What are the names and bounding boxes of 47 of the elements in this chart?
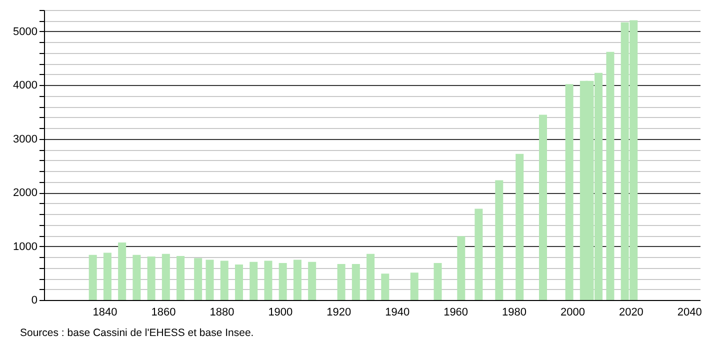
bar [264, 260, 272, 300]
source-note: Sources : base Cassini de l'EHESS et base Insee. [20, 327, 255, 339]
y-tick-label: 0 [31, 294, 38, 306]
x-tick-label: 1960 [444, 306, 468, 318]
bar [352, 264, 360, 300]
bar [118, 242, 126, 300]
y-tick-label: 1000 [13, 240, 38, 253]
bar [457, 236, 466, 300]
bar [206, 260, 214, 300]
x-tick-label: 2040 [677, 306, 702, 318]
y-tick-label: 5000 [13, 26, 38, 38]
y-tick-label: 2000 [13, 187, 38, 200]
bar [162, 254, 170, 300]
bar [308, 262, 316, 300]
bar [434, 262, 442, 300]
bar [250, 262, 258, 300]
x-tick-label: 2020 [618, 306, 644, 318]
bar [495, 180, 504, 300]
y-tick-label: 3000 [13, 133, 38, 146]
bar [337, 264, 346, 300]
bar [366, 254, 375, 300]
bar [147, 256, 156, 300]
bar [103, 252, 112, 300]
bar [235, 264, 243, 300]
x-tick-label: 1980 [502, 306, 527, 318]
bar [539, 114, 547, 300]
bar [293, 260, 302, 300]
bar [410, 272, 418, 300]
x-tick-label: 1840 [92, 306, 118, 318]
x-tick-label: 1880 [210, 306, 234, 318]
bar [516, 154, 524, 300]
bar [474, 208, 483, 300]
bar [194, 258, 202, 300]
bar [278, 262, 287, 300]
y-tick-label: 4000 [13, 80, 38, 92]
x-tick-label: 1860 [151, 306, 176, 318]
bar [381, 274, 390, 300]
bar [88, 254, 97, 300]
bar [132, 254, 141, 300]
bar [565, 84, 574, 300]
bar [606, 52, 614, 300]
x-tick-label: 2000 [560, 306, 585, 318]
x-tick-label: 1940 [385, 306, 410, 318]
x-tick-label: 1900 [268, 306, 293, 318]
bar [176, 256, 185, 300]
bar [220, 260, 228, 300]
x-tick-label: 1920 [326, 306, 352, 318]
